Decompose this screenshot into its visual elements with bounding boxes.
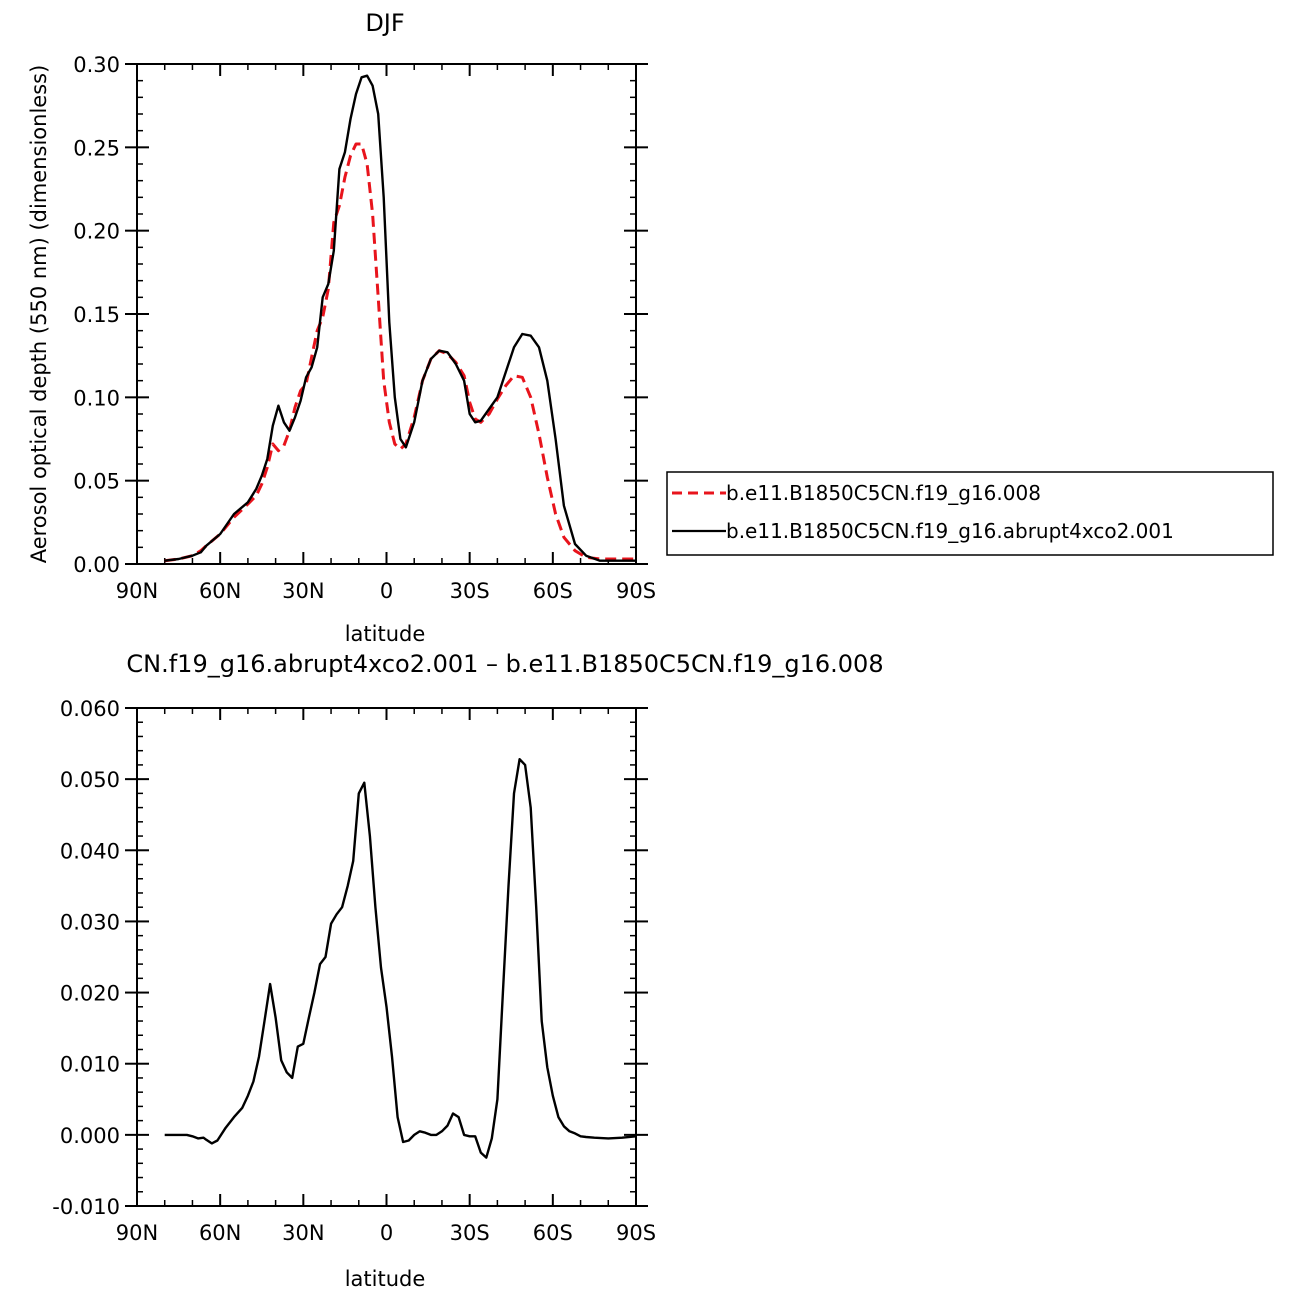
top-x-tick-label: 0 [380,579,393,603]
bottom-y-tick-label: 0.000 [60,1124,120,1148]
top-y-tick-label: 0.05 [73,470,120,494]
top-x-axis-title: latitude [345,622,426,646]
top-x-tick-label: 60S [533,579,573,603]
bottom-x-tick-label: 90N [116,1221,158,1245]
bottom-plot-frame [136,707,637,1207]
bottom-series-line-0 [164,758,637,1159]
top-x-tick-label: 30N [282,579,324,603]
top-y-tick-label: 0.20 [73,220,120,244]
bottom-y-tick-label: 0.020 [60,982,120,1006]
legend-label-abrupt4xco2: b.e11.B1850C5CN.f19_g16.abrupt4xco2.001 [726,519,1174,543]
top-series-lines [164,74,636,563]
top-y-tick-label: 0.25 [73,136,120,160]
bottom-x-tick-label: 90S [616,1221,656,1245]
top-y-axis-title: Aerosol optical depth (550 nm) (dimensio… [27,65,51,564]
bottom-chart-title: CN.f19_g16.abrupt4xco2.001 – b.e11.B1850… [126,650,883,678]
legend-label-control: b.e11.B1850C5CN.f19_g16.008 [726,481,1041,505]
top-panel: DJF Aerosol optical depth (550 nm) (dime… [27,9,1274,646]
bottom-y-tick-label: 0.060 [60,697,120,721]
top-x-tick-label: 30S [450,579,490,603]
top-series-line-0 [164,142,636,563]
top-legend: b.e11.B1850C5CN.f19_g16.008 b.e11.B1850C… [666,471,1274,556]
top-chart-title: DJF [365,9,404,37]
bottom-y-tick-label: 0.030 [60,910,120,934]
top-x-tick-label: 90S [616,579,656,603]
bottom-x-tick-label: 60N [199,1221,241,1245]
bottom-x-tick-label: 0 [380,1221,393,1245]
top-x-tick-label: 60N [199,579,241,603]
bottom-ticks: 90N 60N 30N 0 30S 60S 90S -0.010 0.000 0.010 0.020… [52,697,656,1245]
top-series-line-1 [164,74,636,562]
legend-box [666,471,1274,556]
bottom-y-tick-label: 0.050 [60,768,120,792]
top-y-tick-label: 0.30 [73,53,120,77]
bottom-x-axis-title: latitude [345,1267,426,1291]
bottom-y-tick-label: 0.040 [60,839,120,863]
bottom-panel: CN.f19_g16.abrupt4xco2.001 – b.e11.B1850… [52,650,883,1291]
bottom-x-tick-label: 60S [533,1221,573,1245]
top-x-tick-label: 90N [116,579,158,603]
bottom-x-tick-label: 30S [450,1221,490,1245]
top-plot-frame [136,63,637,565]
bottom-y-tick-label: -0.010 [52,1195,120,1219]
top-y-tick-label: 0.15 [73,303,120,327]
top-y-tick-label: 0.10 [73,386,120,410]
bottom-series-lines [164,758,637,1159]
bottom-y-tick-label: 0.010 [60,1053,120,1077]
top-y-tick-label: 0.00 [73,553,120,577]
bottom-x-tick-label: 30N [282,1221,324,1245]
